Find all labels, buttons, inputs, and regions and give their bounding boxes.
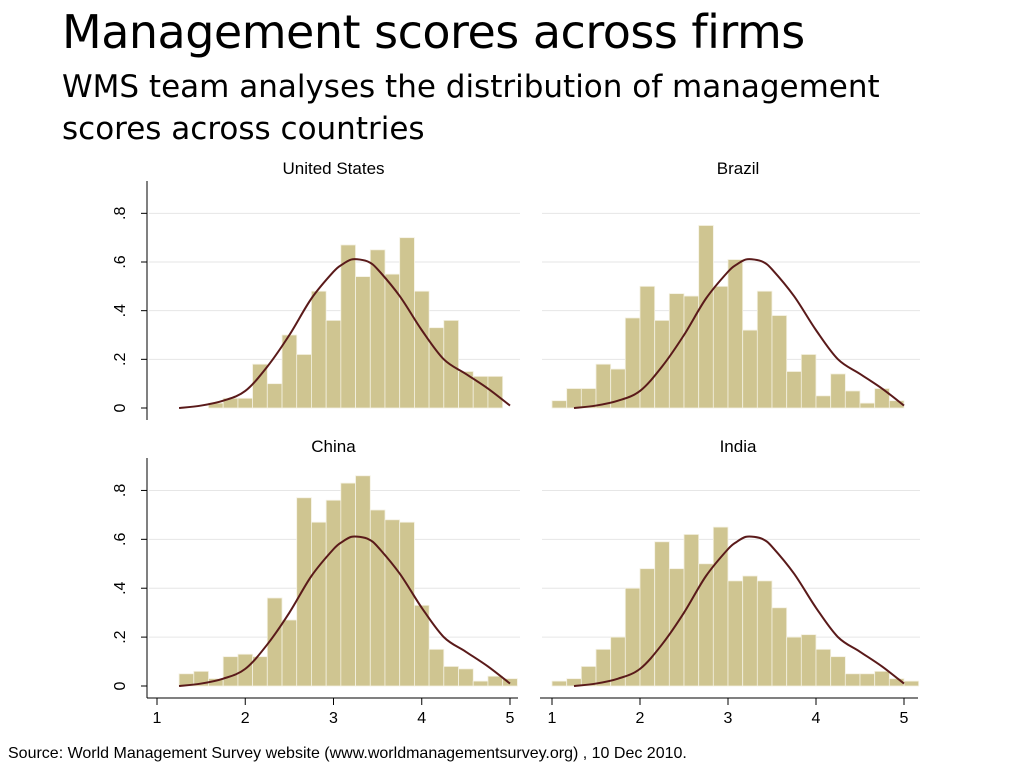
density-curve — [573, 535, 905, 687]
histogram-bar — [786, 636, 802, 687]
panel-title: United States — [282, 159, 384, 178]
histogram-bar — [487, 675, 504, 687]
histogram-bar — [296, 497, 312, 687]
histogram-bar — [639, 568, 656, 687]
histogram-bar — [712, 285, 729, 409]
histogram-bar — [414, 290, 430, 409]
histogram-bar — [727, 580, 744, 687]
histogram-bar — [384, 519, 401, 687]
x-tick-label: 3 — [329, 710, 338, 727]
histogram-bar — [551, 400, 568, 409]
density-curve — [573, 258, 905, 409]
histogram-bar — [668, 293, 685, 409]
histogram-bar — [311, 290, 327, 409]
panel-title: India — [720, 437, 757, 456]
histogram-grid-chart: United States 0 .2 .4 .6 .8 Brazil China 0 .2 .4 .6… — [112, 159, 920, 727]
x-tick-label: 5 — [506, 710, 515, 727]
y-tick-label: 0 — [112, 681, 129, 690]
histogram-bar — [428, 327, 445, 409]
histogram-bar — [756, 290, 773, 409]
slide-subtitle: WMS team analyses the distribution of ma… — [62, 69, 880, 147]
histogram-bar — [742, 329, 758, 409]
histogram-bar — [654, 319, 670, 409]
histogram-bar — [830, 656, 846, 687]
histogram-bar — [668, 568, 685, 687]
histogram-bar — [443, 666, 459, 687]
histogram-bar — [414, 604, 430, 687]
histogram-bar — [727, 259, 744, 409]
histogram-bar — [566, 388, 582, 409]
y-tick-label: .6 — [112, 255, 129, 268]
histogram-bar — [281, 619, 298, 687]
histogram-bar — [340, 482, 356, 687]
x-tick-label: 1 — [153, 710, 162, 727]
histogram-bar — [551, 680, 568, 687]
y-tick-label: .4 — [112, 304, 129, 317]
histogram-bar — [800, 634, 817, 687]
y-tick-label: .4 — [112, 581, 129, 594]
x-tick-label: 1 — [548, 710, 557, 727]
histogram-bar — [595, 363, 612, 409]
slide-title: Management scores across firms — [62, 5, 805, 59]
histogram-bar — [399, 237, 415, 409]
histogram-bar — [399, 521, 415, 687]
x-tick-label: 4 — [417, 710, 426, 727]
y-tick-label: .6 — [112, 533, 129, 546]
y-tick-label: .8 — [112, 207, 129, 220]
histogram-bar — [487, 375, 504, 409]
histogram-bar — [458, 668, 474, 687]
histogram-bar — [844, 673, 861, 687]
panel-title: Brazil — [717, 159, 760, 178]
histogram-bar — [296, 354, 312, 409]
histogram-bar — [281, 334, 298, 409]
histogram-bar — [252, 656, 268, 687]
histogram-bar — [874, 670, 890, 687]
x-tick-label: 4 — [812, 710, 821, 727]
histogram-bar — [654, 541, 670, 687]
histogram-bar — [698, 225, 714, 409]
histogram-bar — [311, 521, 327, 687]
histogram-bar — [903, 680, 920, 687]
x-tick-label: 5 — [900, 710, 909, 727]
histogram-bar — [815, 395, 832, 409]
density-curve — [178, 258, 511, 409]
histogram-bar — [340, 244, 356, 409]
y-tick-label: .2 — [112, 353, 129, 366]
histogram-bar — [266, 383, 283, 409]
histogram-bar — [355, 475, 371, 687]
source-note: Source: World Management Survey website … — [8, 745, 687, 762]
histogram-bar — [859, 673, 876, 687]
histogram-bar — [771, 607, 788, 687]
histogram-bar — [800, 354, 817, 409]
histogram-bar — [771, 315, 788, 409]
x-tick-label: 2 — [241, 710, 250, 727]
histogram-bar — [859, 402, 876, 409]
histogram-bar — [472, 680, 489, 687]
histogram-bar — [325, 319, 342, 409]
x-tick-label: 2 — [636, 710, 645, 727]
histogram-bar — [369, 509, 386, 687]
panel-title: China — [311, 437, 356, 456]
histogram-bar — [830, 373, 846, 409]
histogram-bar — [428, 648, 445, 687]
histogram-bar — [369, 249, 386, 409]
histogram-bar — [222, 656, 239, 687]
y-tick-label: 0 — [112, 403, 129, 412]
histogram-bar — [355, 276, 371, 409]
y-tick-label: .2 — [112, 630, 129, 643]
histogram-bar — [844, 390, 861, 409]
histogram-bar — [742, 575, 758, 687]
histogram-bar — [756, 580, 773, 687]
density-curve — [178, 535, 511, 687]
histogram-bar — [325, 499, 342, 687]
histogram-bar — [237, 397, 254, 409]
histogram-bar — [786, 371, 802, 409]
histogram-bar — [815, 648, 832, 687]
y-tick-label: .8 — [112, 484, 129, 497]
x-tick-label: 3 — [724, 710, 733, 727]
